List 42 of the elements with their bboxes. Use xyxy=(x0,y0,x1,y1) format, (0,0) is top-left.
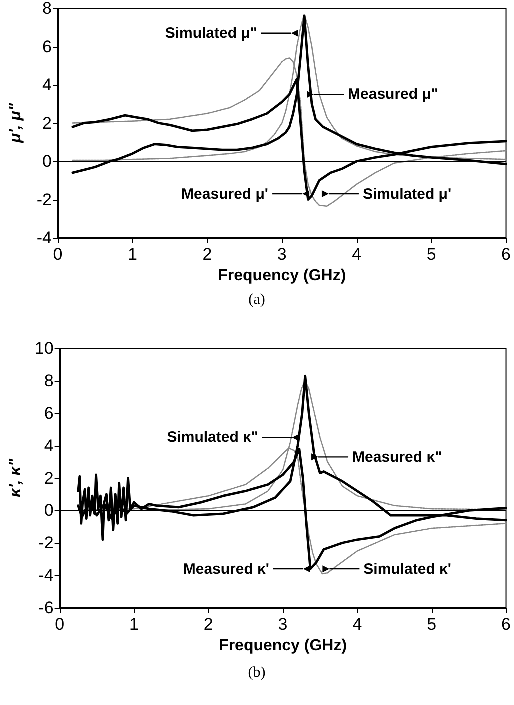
x-tick-label: 6 xyxy=(502,245,512,264)
y-tick-label: -2 xyxy=(38,534,54,553)
y-tick-label: -6 xyxy=(38,598,54,618)
x-tick-label: 2 xyxy=(204,615,214,634)
x-tick-label: 4 xyxy=(352,245,362,264)
annotation: Simulated μ" xyxy=(165,24,258,42)
annotation: Measured μ" xyxy=(348,86,438,104)
y-tick-label: 4 xyxy=(44,436,54,456)
x-tick-label: 1 xyxy=(129,615,139,634)
y-tick-label: 6 xyxy=(44,404,54,423)
x-tick-label: 4 xyxy=(352,615,362,634)
y-tick-label: 0 xyxy=(42,152,52,171)
x-axis-title: Frequency (GHz) xyxy=(218,267,346,284)
x-axis-title: Frequency (GHz) xyxy=(219,637,348,654)
y-tick-label: 6 xyxy=(42,37,52,56)
text: (a) xyxy=(248,292,266,309)
annotation: Simulated κ" xyxy=(167,429,259,446)
annotation: Simulated μ' xyxy=(362,186,452,202)
x-tick-label: 6 xyxy=(502,615,512,634)
x-tick-label: 3 xyxy=(278,615,288,634)
y-tick-label: -2 xyxy=(36,190,52,210)
y-axis-title: κ', κ" xyxy=(8,458,24,498)
annotation: Simulated κ' xyxy=(364,560,452,578)
y-tick-label: 8 xyxy=(42,0,52,18)
y-tick-label: 2 xyxy=(44,468,54,488)
y-tick-label: 2 xyxy=(42,114,52,133)
y-tick-label: -4 xyxy=(38,566,54,586)
y-axis-title: μ', μ" xyxy=(8,103,24,144)
text: (b) xyxy=(247,665,267,682)
x-tick-label: 2 xyxy=(202,245,212,264)
x-tick-label: 5 xyxy=(426,245,436,264)
annotation: Measured κ" xyxy=(352,448,442,466)
x-tick-label: 3 xyxy=(277,245,287,264)
y-tick-label: 8 xyxy=(44,371,54,390)
annotation: Measured μ' xyxy=(182,186,268,202)
y-tick-label: 10 xyxy=(34,339,54,358)
x-tick-label: 1 xyxy=(128,245,138,264)
y-tick-label: 4 xyxy=(42,76,52,94)
annotation: Measured κ' xyxy=(183,560,270,578)
x-tick-label: 5 xyxy=(427,615,437,634)
y-tick-label: 0 xyxy=(44,501,54,520)
y-tick-label: -4 xyxy=(36,228,52,248)
